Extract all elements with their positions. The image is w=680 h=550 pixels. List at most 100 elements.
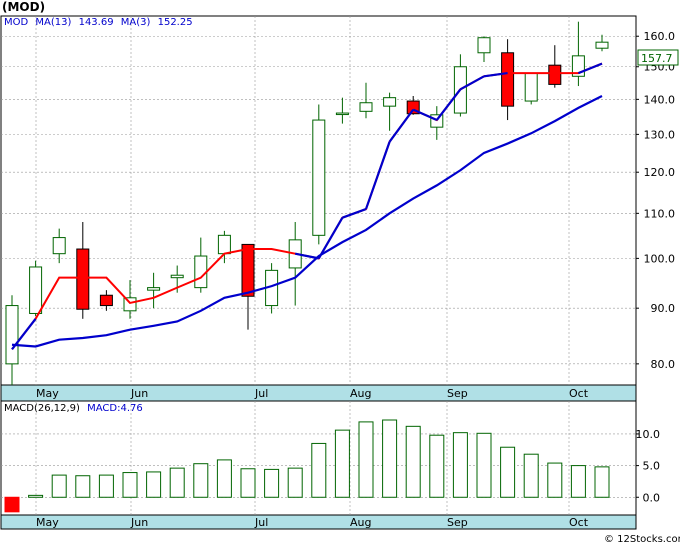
- month-label: Oct: [569, 516, 589, 529]
- candle-body: [29, 266, 43, 314]
- month-label: Jul: [254, 387, 268, 400]
- macd-bar: [264, 468, 280, 498]
- candle-body: [217, 234, 231, 255]
- candle-body: [194, 255, 208, 289]
- price-y-axis-labels: 160.0150.0140.0130.0120.0110.0100.090.08…: [644, 30, 676, 371]
- moving-average-lines: [11, 62, 603, 350]
- ma3-line-segment: [294, 252, 320, 260]
- price-tick-label: 110.0: [644, 207, 676, 220]
- candle-body: [147, 287, 161, 291]
- month-label: Jun: [130, 387, 148, 400]
- watermark: © 12Stocks.com: [604, 534, 680, 545]
- macd-tick-label: 10.0: [636, 428, 661, 441]
- legend-ma13: MA(13): [35, 17, 71, 28]
- candle-body: [5, 305, 19, 365]
- candle-body: [99, 294, 113, 307]
- ma3-line-segment: [317, 217, 344, 259]
- month-label: May: [36, 387, 59, 400]
- candle-body: [312, 119, 326, 236]
- price-tick-label: 140.0: [644, 93, 676, 106]
- price-tick-label: 160.0: [644, 30, 676, 43]
- month-label: Oct: [569, 387, 589, 400]
- price-tick-label: 90.0: [651, 302, 676, 315]
- macd-axis-band: [0, 514, 637, 530]
- macd-bar: [122, 472, 138, 498]
- month-label: Sep: [447, 516, 468, 529]
- candle-body: [524, 72, 538, 102]
- month-label: May: [36, 516, 59, 529]
- legend-ma13-value: 143.69: [79, 17, 114, 28]
- macd-bar: [405, 425, 421, 498]
- candle-body: [241, 243, 255, 297]
- candle-body: [383, 97, 397, 107]
- last-price-label: 157.7: [641, 52, 673, 65]
- macd-bar: [334, 429, 350, 498]
- macd-bar: [146, 471, 162, 498]
- candle-body: [595, 41, 609, 49]
- macd-bar: [452, 432, 468, 498]
- macd-bar: [98, 474, 114, 498]
- ma3-line-segment: [459, 75, 485, 91]
- month-label: Aug: [350, 516, 371, 529]
- legend-ma3-value: 152.25: [158, 17, 193, 28]
- month-label: Jun: [130, 516, 148, 529]
- chart-title: (MOD): [2, 0, 45, 14]
- candle-body: [76, 248, 90, 310]
- last-price-box: [637, 49, 679, 66]
- candlestick-series: [5, 21, 609, 385]
- macd-bar: [216, 459, 232, 498]
- macd-bar: [358, 421, 374, 498]
- ma3-line-segment: [577, 62, 603, 75]
- macd-legend: MACD(26,12,9) MACD:4.76: [4, 403, 143, 414]
- price-axis-band: [0, 384, 637, 402]
- macd-histogram: [4, 419, 610, 513]
- candle-body: [477, 37, 491, 54]
- ma3-line-segment: [483, 71, 508, 78]
- month-label: Aug: [350, 387, 371, 400]
- candle-body: [52, 237, 66, 255]
- macd-bar: [193, 463, 209, 498]
- ma3-line-segment: [388, 108, 415, 143]
- candle-body: [335, 112, 349, 116]
- macd-tick-label: 5.0: [643, 460, 661, 473]
- price-tick-label: 100.0: [644, 252, 676, 265]
- macd-legend-label: MACD(26,12,9): [4, 403, 80, 414]
- candle-body: [548, 64, 562, 85]
- macd-bar: [169, 467, 185, 498]
- macd-bar: [51, 474, 67, 498]
- month-label: Sep: [447, 387, 468, 400]
- price-tick-label: 120.0: [644, 166, 676, 179]
- month-gridlines: [35, 16, 570, 515]
- macd-tick-label: 0.0: [643, 491, 661, 504]
- price-tick-label: 130.0: [644, 128, 676, 141]
- ma13-line: [11, 95, 603, 348]
- candle-body: [359, 102, 373, 112]
- macd-legend-value: MACD:4.76: [87, 403, 143, 414]
- ma3-line-segment: [435, 88, 462, 121]
- macd-bar: [547, 462, 563, 498]
- macd-bar: [4, 496, 20, 513]
- macd-bar: [523, 453, 539, 498]
- ma3-line-segment: [364, 141, 391, 210]
- candle-body: [501, 52, 515, 107]
- macd-bar: [500, 446, 516, 498]
- macd-bar: [594, 466, 610, 498]
- month-label: Jul: [254, 516, 268, 529]
- macd-bar: [240, 468, 256, 498]
- macd-bar: [287, 467, 303, 498]
- macd-bar: [311, 442, 327, 498]
- macd-bar: [570, 465, 586, 498]
- legend-symbol: MOD: [4, 17, 28, 28]
- price-legend: MOD MA(13) 143.69 MA(3) 152.25: [4, 17, 193, 28]
- macd-bar: [28, 494, 44, 498]
- ma3-line-segment: [342, 208, 367, 219]
- legend-ma3: MA(3): [121, 17, 151, 28]
- macd-bar: [382, 419, 398, 498]
- candle-body: [170, 274, 184, 279]
- macd-bar: [429, 434, 445, 498]
- month-axis-labels: May May Jun Jun Jul Jul Aug Aug Sep Sep Oct Oct: [36, 387, 589, 529]
- ma3-line-segment: [412, 108, 438, 122]
- ma3-line-segment: [11, 318, 37, 350]
